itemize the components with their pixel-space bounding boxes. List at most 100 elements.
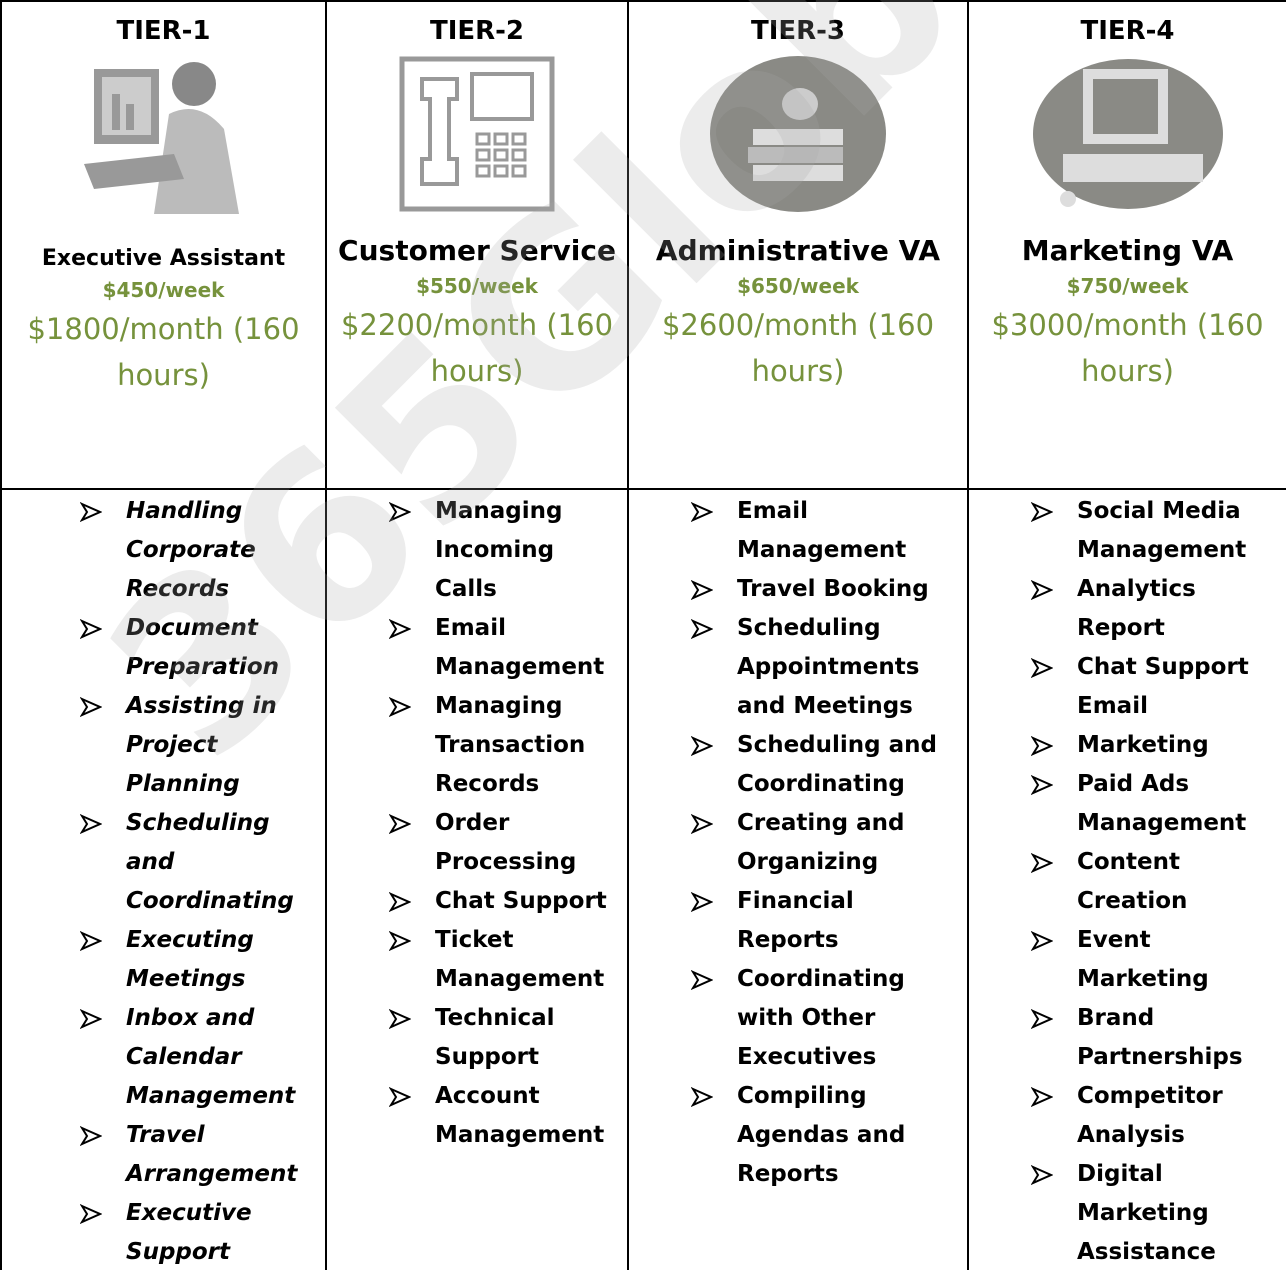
- bullet-arrow: [389, 892, 411, 912]
- bullet-arrow: [1031, 1165, 1053, 1185]
- duty-text: Paid Ads Management: [1077, 771, 1247, 836]
- duty-item: Creating and Organizing: [691, 804, 957, 882]
- duty-item: Social Media Management: [1031, 492, 1276, 570]
- bullet-arrow: [389, 931, 411, 951]
- weekly-rate: $650/week: [737, 274, 859, 298]
- duty-text: Inbox and Calendar Management: [126, 1005, 296, 1109]
- duties-cell: Managing Incoming Calls Email Management M…: [325, 488, 629, 1270]
- duty-text: Event Marketing: [1077, 927, 1209, 992]
- bullet-arrow: [1031, 502, 1053, 522]
- bullet-arrow: [691, 970, 713, 990]
- duty-item: Paid Ads Management: [1031, 765, 1276, 843]
- duty-text: Scheduling and Coordinating: [737, 732, 937, 797]
- duty-text: Scheduling Appointments and Meetings: [737, 615, 920, 719]
- duty-text: Competitor Analysis: [1077, 1083, 1223, 1148]
- bullet-arrow: [80, 1204, 102, 1224]
- duty-item: Handling Corporate Records: [80, 492, 315, 609]
- weekly-rate: $550/week: [416, 274, 538, 298]
- duty-text: Marketing: [1077, 732, 1209, 758]
- weekly-rate: $750/week: [1066, 274, 1189, 298]
- duty-item: Chat Support Email: [1031, 648, 1276, 726]
- duty-text: Email Management: [435, 615, 605, 680]
- bullet-arrow: [1031, 931, 1053, 951]
- tier-title: TIER-3: [750, 16, 846, 46]
- bullet-arrow: [1031, 1009, 1053, 1029]
- bullet-arrow: [691, 736, 713, 756]
- bullet-arrow: [389, 619, 411, 639]
- duty-item: Financial Reports: [691, 882, 957, 960]
- bullet-arrow: [80, 1126, 102, 1146]
- duty-item: Document Preparation: [80, 609, 315, 687]
- duty-item: Coordinating with Other Executives: [691, 960, 957, 1077]
- duty-item: Travel Booking: [691, 570, 957, 609]
- duty-item: Scheduling and Coordinating: [80, 804, 315, 921]
- duty-text: Social Media Management: [1077, 498, 1247, 563]
- bullet-arrow: [691, 580, 713, 600]
- duty-text: Email Management: [737, 498, 907, 563]
- duty-item: Compiling Agendas and Reports: [691, 1077, 957, 1194]
- role: Customer Service: [338, 234, 616, 267]
- duties-row: Handling Corporate Records Document Prepa…: [0, 488, 1286, 1270]
- bullet-arrow: [691, 814, 713, 834]
- computer-icon: [1032, 59, 1223, 209]
- role: Administrative VA: [655, 234, 941, 267]
- tier-title: TIER-2: [429, 16, 525, 46]
- duties-cell: Social Media Management Analytics Report C…: [967, 488, 1286, 1270]
- duty-item: Travel Arrangement: [80, 1116, 315, 1194]
- duty-item: Email Management: [691, 492, 957, 570]
- monthly-rate: $3000/month (160 hours): [991, 308, 1264, 388]
- monthly-rate: $2600/month (160 hours): [661, 308, 935, 388]
- duty-item: Scheduling Appointments and Meetings: [691, 609, 957, 726]
- bullet-arrow: [1031, 658, 1053, 678]
- monthly-rate: $2200/month (160 hours): [340, 308, 614, 388]
- role: Executive Assistant: [41, 246, 286, 271]
- duty-text: Scheduling and Coordinating: [126, 810, 294, 914]
- duty-text: Assisting in Project Planning: [126, 693, 277, 797]
- bullet-arrow: [80, 697, 102, 717]
- duties-cell: Email Management Travel Booking Scheduling…: [627, 488, 969, 1270]
- duty-item: Technical Support: [389, 999, 613, 1077]
- bullet-arrow: [1031, 775, 1053, 795]
- duty-item: Executive Support: [80, 1194, 315, 1270]
- bullet-arrow: [1031, 1087, 1053, 1107]
- header-row: TIER-1 Executive Assistant $450/week $18…: [0, 0, 1286, 490]
- duty-item: Order Processing: [389, 804, 613, 882]
- books-icon: [710, 56, 886, 212]
- duty-item: Digital Marketing Assistance: [1031, 1155, 1276, 1270]
- duty-text: Handling Corporate Records: [126, 498, 256, 602]
- tier-cell: TIER-2 Customer Service $550/week $2200/…: [325, 0, 629, 490]
- duty-text: Account Management: [435, 1083, 605, 1148]
- bullet-arrow: [1031, 853, 1053, 873]
- phone-icon: [399, 56, 555, 212]
- tier-cell: TIER-3 Administrative VA $650/week $2600…: [627, 0, 969, 490]
- duties-list: Handling Corporate Records Document Prepa…: [2, 492, 325, 1270]
- duty-item: Managing Transaction Records: [389, 687, 613, 804]
- duty-item: Email Management: [389, 609, 613, 687]
- bullet-arrow: [80, 931, 102, 951]
- duty-item: Analytics Report: [1031, 570, 1276, 648]
- duties-list: Managing Incoming Calls Email Management M…: [327, 492, 627, 1155]
- bullet-arrow: [1031, 580, 1053, 600]
- duty-text: Order Processing: [435, 810, 577, 875]
- duty-item: Chat Support: [389, 882, 613, 921]
- duty-item: Assisting in Project Planning: [80, 687, 315, 804]
- duty-text: Managing Transaction Records: [435, 693, 586, 797]
- duty-text: Document Preparation: [126, 615, 279, 680]
- bullet-arrow: [1031, 736, 1053, 756]
- duties-list: Email Management Travel Booking Scheduling…: [629, 492, 967, 1194]
- duty-item: Scheduling and Coordinating: [691, 726, 957, 804]
- bullet-arrow: [691, 892, 713, 912]
- duty-text: Travel Booking: [737, 576, 929, 602]
- duty-text: Travel Arrangement: [126, 1122, 298, 1187]
- duty-text: Chat Support Email: [1077, 654, 1249, 719]
- duty-text: Brand Partnerships: [1077, 1005, 1243, 1070]
- role: Marketing VA: [1021, 234, 1234, 267]
- tier-title: TIER-1: [116, 16, 211, 46]
- duty-item: Event Marketing: [1031, 921, 1276, 999]
- tier-title: TIER-4: [1080, 16, 1175, 46]
- duty-item: Content Creation: [1031, 843, 1276, 921]
- duty-item: Competitor Analysis: [1031, 1077, 1276, 1155]
- duty-text: Compiling Agendas and Reports: [737, 1083, 906, 1187]
